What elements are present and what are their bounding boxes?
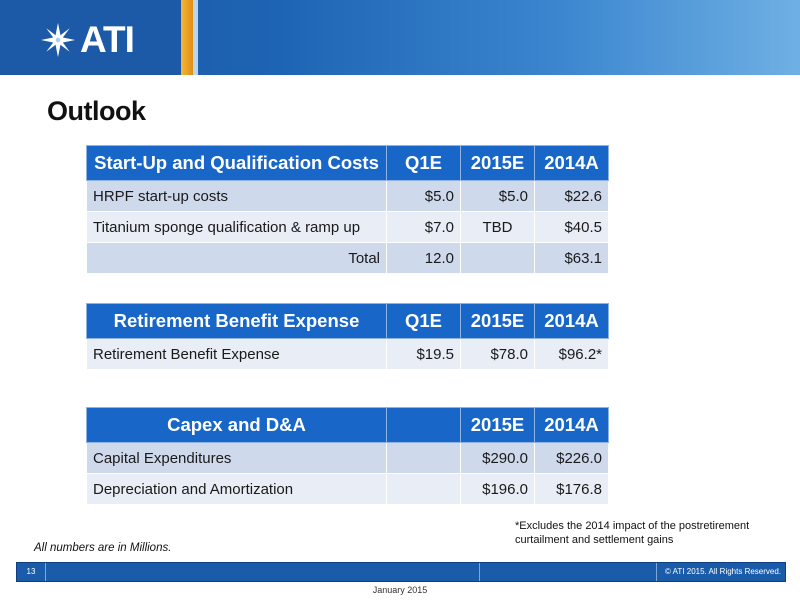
cell-value: TBD — [460, 211, 535, 243]
table-header-cell: Retirement Benefit Expense — [86, 303, 387, 339]
table-header-row: Retirement Benefit Expense Q1E 2015E 201… — [86, 303, 609, 339]
page-number: 13 — [17, 563, 46, 581]
footer-bar: 13 © ATI 2015. All Rights Reserved. — [16, 562, 786, 582]
capex-da-table: Capex and D&A 2015E 2014A Capital Expend… — [86, 407, 609, 505]
cell-value: $5.0 — [386, 180, 461, 212]
row-label: Retirement Benefit Expense — [86, 338, 387, 370]
table-header-cell: Q1E — [386, 303, 461, 339]
retirement-benefit-table: Retirement Benefit Expense Q1E 2015E 201… — [86, 303, 609, 370]
cell-value: $176.8 — [534, 473, 609, 505]
cell-value: $196.0 — [460, 473, 535, 505]
cell-value: 12.0 — [386, 242, 461, 274]
cell-value: $290.0 — [460, 442, 535, 474]
cell-value: $96.2* — [534, 338, 609, 370]
cell-value: $5.0 — [460, 180, 535, 212]
footer-cell — [480, 563, 657, 581]
row-label: Total — [86, 242, 387, 274]
cell-value: $78.0 — [460, 338, 535, 370]
logo-text: ATI — [80, 19, 135, 60]
table-header-cell — [386, 407, 461, 443]
table-row: HRPF start-up costs $5.0 $5.0 $22.6 — [86, 180, 609, 212]
table-header-cell: 2014A — [534, 145, 609, 181]
footnote: *Excludes the 2014 impact of the postret… — [515, 519, 749, 547]
table-header-cell: Capex and D&A — [86, 407, 387, 443]
table-header-cell: Start-Up and Qualification Costs — [86, 145, 387, 181]
cell-value: $40.5 — [534, 211, 609, 243]
cell-value: $22.6 — [534, 180, 609, 212]
cell-value — [460, 242, 535, 274]
startup-costs-table: Start-Up and Qualification Costs Q1E 201… — [86, 145, 609, 274]
table-header-cell: 2014A — [534, 407, 609, 443]
table-header-cell: 2015E — [460, 303, 535, 339]
cell-value: $7.0 — [386, 211, 461, 243]
table-row: Total 12.0 $63.1 — [86, 242, 609, 274]
table-header-row: Capex and D&A 2015E 2014A — [86, 407, 609, 443]
table-header-cell: Q1E — [386, 145, 461, 181]
footer-date: January 2015 — [372, 585, 428, 595]
table-header-row: Start-Up and Qualification Costs Q1E 201… — [86, 145, 609, 181]
cell-value — [386, 473, 461, 505]
row-label: Titanium sponge qualification & ramp up — [86, 211, 387, 243]
banner-light-stripe — [193, 0, 198, 75]
cell-value — [386, 442, 461, 474]
banner-gold-stripe — [181, 0, 193, 75]
footnote-line: curtailment and settlement gains — [515, 534, 674, 546]
table-header-cell: 2015E — [460, 145, 535, 181]
cell-value: $19.5 — [386, 338, 461, 370]
footnote-line: *Excludes the 2014 impact of the postret… — [515, 520, 750, 532]
logo-area — [0, 0, 181, 75]
row-label: Capital Expenditures — [86, 442, 387, 474]
table-row: Titanium sponge qualification & ramp up … — [86, 211, 609, 243]
cell-value: $63.1 — [534, 242, 609, 274]
copyright: © ATI 2015. All Rights Reserved. — [665, 567, 782, 576]
footer-cell — [46, 563, 480, 581]
units-note: All numbers are in Millions. — [34, 542, 172, 554]
table-row: Depreciation and Amortization $196.0 $17… — [86, 473, 609, 505]
table-header-cell: 2015E — [460, 407, 535, 443]
table-header-cell: 2014A — [534, 303, 609, 339]
row-label: Depreciation and Amortization — [86, 473, 387, 505]
row-label: HRPF start-up costs — [86, 180, 387, 212]
cell-value: $226.0 — [534, 442, 609, 474]
table-row: Retirement Benefit Expense $19.5 $78.0 $… — [86, 338, 609, 370]
page-title: Outlook — [47, 96, 146, 126]
ati-logo: ATI — [40, 19, 135, 60]
header-banner: ATI — [0, 0, 800, 75]
star-icon — [40, 22, 76, 58]
table-row: Capital Expenditures $290.0 $226.0 — [86, 442, 609, 474]
